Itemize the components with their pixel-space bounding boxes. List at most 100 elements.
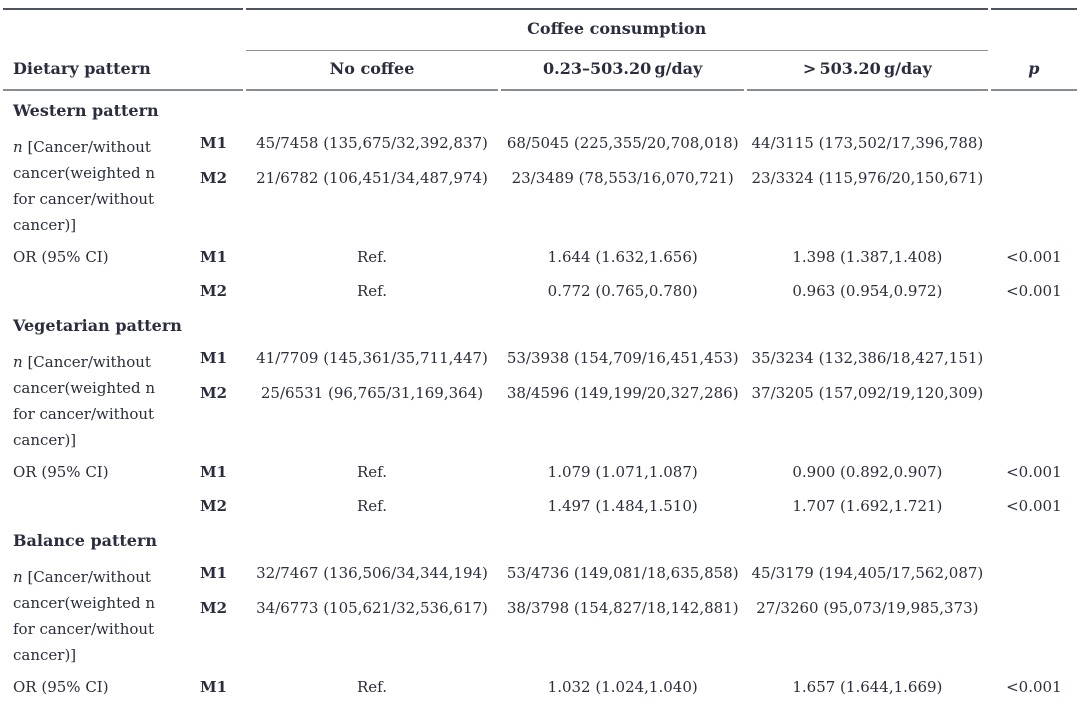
dietary-pattern-coffee-table: Coffee consumption Dietary pattern No co… — [0, 8, 1080, 714]
model-cell: M1 — [200, 678, 228, 696]
col-header-p-value: p — [990, 51, 1077, 91]
group-header-coffee-consumption: Coffee consumption — [245, 8, 988, 51]
n-mid-cell: 53/4736 (149,081/18,635,858) — [506, 564, 739, 582]
n-mid-cell: 38/4596 (149,199/20,327,286) — [506, 383, 739, 402]
n-high-cell: 23/3324 (115,976/20,150,671) — [751, 168, 984, 187]
table-row: M2 21/6782 (106,451/34,487,974) 23/3489 … — [3, 161, 1077, 238]
p-cell — [991, 591, 1077, 668]
col-header-no-coffee: No coffee — [245, 51, 499, 91]
table-row: M2 Ref. 1.589 (1.576,1.603) 0.753 (0.746… — [3, 702, 1077, 714]
p-cell: <0.001 — [1006, 463, 1062, 481]
col-header-dietary-pattern: Dietary pattern — [3, 51, 243, 91]
group-header-row: Coffee consumption — [3, 8, 1077, 51]
n-high-cell: 44/3115 (173,502/17,396,788) — [751, 134, 984, 152]
n-no-coffee-cell: 32/7467 (136,506/34,344,194) — [256, 564, 488, 582]
n-label-rest: [Cancer/without cancer(weighted n for ca… — [13, 568, 156, 664]
or-row-label: OR (95% CI) — [13, 463, 109, 481]
table-row: M2 34/6773 (105,621/32,536,617) 38/3798 … — [3, 591, 1077, 668]
empty-label — [3, 702, 182, 714]
n-mid-cell: 68/5045 (225,355/20,708,018) — [506, 134, 739, 152]
model-cell: M1 — [200, 134, 228, 152]
header-spacer — [990, 8, 1077, 51]
n-mid-cell: 23/3489 (78,553/16,070,721) — [511, 168, 734, 187]
or-high-cell: 1.707 (1.692,1.721) — [792, 497, 943, 515]
n-mid-cell: 38/3798 (154,827/18,142,881) — [506, 598, 739, 617]
p-cell — [991, 161, 1077, 238]
empty-label — [3, 487, 182, 521]
model-cell: M2 — [185, 702, 243, 714]
or-row-label: OR (95% CI) — [13, 248, 109, 266]
or-high-cell: 1.657 (1.644,1.669) — [792, 678, 943, 696]
table-row: OR (95% CI) M1 Ref. 1.079 (1.071,1.087) … — [3, 453, 1077, 487]
model-cell: M1 — [200, 349, 228, 367]
model-cell: M2 — [200, 598, 228, 617]
table-row: n [Cancer/without cancer(weighted n for … — [3, 341, 1077, 449]
table-row: n [Cancer/without cancer(weighted n for … — [3, 126, 1077, 234]
section-title: Western pattern — [13, 101, 159, 120]
table-row: n [Cancer/without cancer(weighted n for … — [3, 556, 1077, 664]
section-header-vegetarian: Vegetarian pattern — [3, 306, 1077, 341]
or-mid-cell: 0.772 (0.765,0.780) — [547, 282, 698, 300]
n-label-italic: n — [13, 353, 23, 371]
or-high-cell: 0.963 (0.954,0.972) — [792, 282, 943, 300]
n-mid-cell: 53/3938 (154,709/16,451,453) — [506, 349, 739, 367]
n-no-coffee-cell: 21/6782 (106,451/34,487,974) — [256, 168, 488, 187]
or-high-cell: 0.900 (0.892,0.907) — [792, 463, 943, 481]
or-high-cell: 0.753 (0.746,0.760) — [747, 702, 988, 714]
or-no-coffee-cell: Ref. — [357, 463, 387, 481]
or-no-coffee-cell: Ref. — [357, 678, 387, 696]
or-no-coffee-cell: Ref. — [357, 282, 387, 300]
p-cell: <0.001 — [1006, 248, 1062, 266]
p-cell — [991, 376, 1077, 453]
or-row-label: OR (95% CI) — [13, 678, 109, 696]
n-high-cell: 27/3260 (95,073/19,985,373) — [756, 598, 979, 617]
or-no-coffee-cell: Ref. — [246, 702, 499, 714]
n-row-label: n [Cancer/without cancer(weighted n for … — [3, 126, 182, 238]
model-cell: M1 — [200, 463, 228, 481]
p-cell — [991, 126, 1077, 161]
model-cell: M1 — [200, 248, 228, 266]
section-header-balance: Balance pattern — [3, 521, 1077, 556]
n-high-cell: 37/3205 (157,092/19,120,309) — [751, 383, 984, 402]
section-title: Balance pattern — [13, 531, 158, 550]
n-label-italic: n — [13, 568, 23, 586]
model-cell: M2 — [200, 383, 228, 402]
n-high-cell: 35/3234 (132,386/18,427,151) — [751, 349, 984, 367]
or-high-cell: 1.398 (1.387,1.408) — [792, 248, 943, 266]
or-no-coffee-cell: Ref. — [357, 497, 387, 515]
n-label-italic: n — [13, 138, 23, 156]
table-row: OR (95% CI) M1 Ref. 1.032 (1.024,1.040) … — [3, 668, 1077, 702]
or-mid-cell: 1.032 (1.024,1.040) — [547, 678, 698, 696]
column-header-row: Dietary pattern No coffee 0.23–503.20 g/… — [3, 51, 1077, 91]
n-row-label: n [Cancer/without cancer(weighted n for … — [3, 341, 182, 453]
p-cell — [991, 556, 1077, 591]
p-cell: <0.001 — [1006, 497, 1062, 515]
p-cell: <0.001 — [1006, 678, 1062, 696]
or-mid-cell: 1.497 (1.484,1.510) — [547, 497, 698, 515]
table-row: M2 Ref. 0.772 (0.765,0.780) 0.963 (0.954… — [3, 272, 1077, 306]
n-no-coffee-cell: 34/6773 (105,621/32,536,617) — [256, 598, 488, 617]
p-cell: <0.001 — [1006, 282, 1062, 300]
model-cell: M2 — [200, 168, 228, 187]
n-no-coffee-cell: 25/6531 (96,765/31,169,364) — [260, 383, 484, 402]
model-cell: M1 — [200, 564, 228, 582]
n-label-rest: [Cancer/without cancer(weighted n for ca… — [13, 353, 156, 449]
col-header-mid-dose: 0.23–503.20 g/day — [501, 51, 745, 91]
empty-label — [3, 272, 182, 306]
col-header-high-dose: > 503.20 g/day — [747, 51, 988, 91]
n-no-coffee-cell: 45/7458 (135,675/32,392,837) — [256, 134, 488, 152]
p-cell: <0.001 — [991, 702, 1077, 714]
n-row-label: n [Cancer/without cancer(weighted n for … — [3, 556, 182, 668]
n-high-cell: 45/3179 (194,405/17,562,087) — [751, 564, 984, 582]
table-row: M2 Ref. 1.497 (1.484,1.510) 1.707 (1.692… — [3, 487, 1077, 521]
section-header-western: Western pattern — [3, 91, 1077, 126]
section-title: Vegetarian pattern — [13, 316, 182, 335]
table-row: M2 25/6531 (96,765/31,169,364) 38/4596 (… — [3, 376, 1077, 453]
model-cell: M2 — [200, 497, 228, 515]
model-cell: M2 — [200, 282, 228, 300]
n-no-coffee-cell: 41/7709 (145,361/35,711,447) — [256, 349, 488, 367]
or-mid-cell: 1.079 (1.071,1.087) — [547, 463, 698, 481]
or-mid-cell: 1.644 (1.632,1.656) — [547, 248, 698, 266]
or-mid-cell: 1.589 (1.576,1.603) — [501, 702, 744, 714]
